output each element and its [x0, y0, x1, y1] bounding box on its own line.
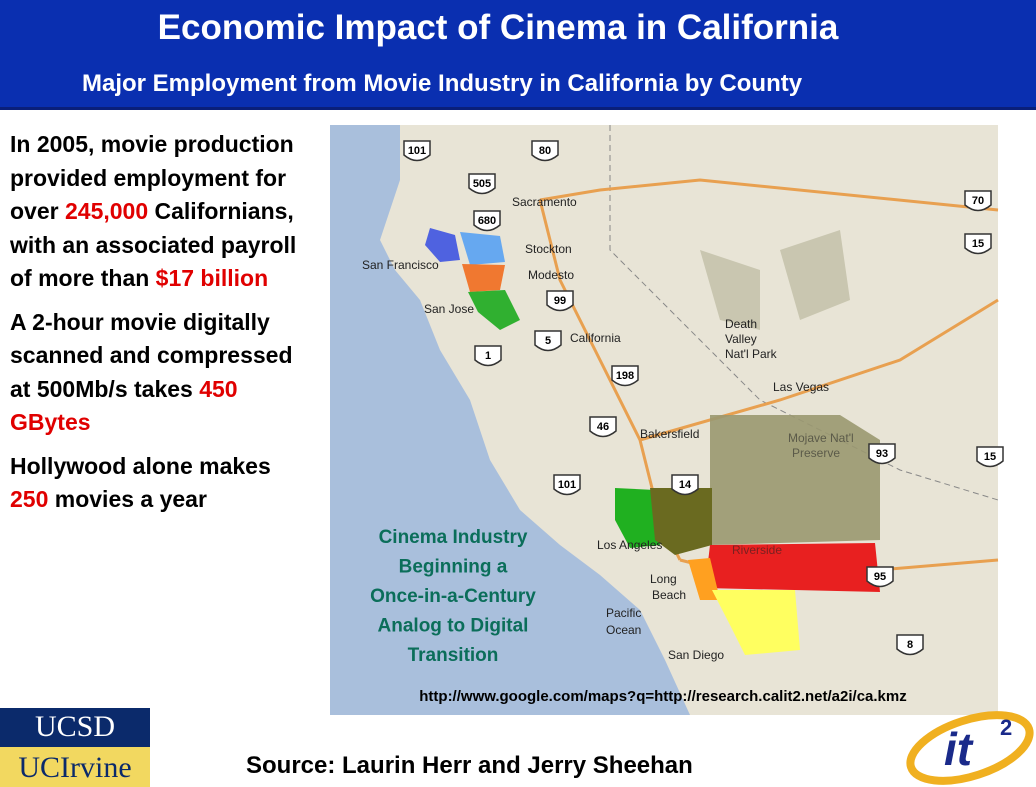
map-label: California [570, 331, 621, 345]
shield [589, 416, 617, 438]
shield-number: 14 [679, 479, 692, 491]
shield-number: 46 [597, 421, 609, 433]
shield [534, 330, 562, 352]
shield [868, 443, 896, 465]
overlay-line: Once-in-a-Century [370, 586, 536, 607]
paragraph: A 2-hour movie digitally scanned and com… [10, 306, 302, 440]
shield-number: 15 [972, 238, 984, 250]
shield [976, 446, 1004, 468]
map-label: Beach [652, 588, 686, 602]
highlight: 450 GBytes [10, 375, 238, 436]
shield-number: 680 [478, 215, 496, 227]
overlay-line: Cinema Industry [379, 527, 528, 548]
shield [964, 190, 992, 212]
it2-swoosh [906, 711, 1034, 785]
overlay-line: Analog to Digital [378, 616, 529, 637]
body-text: In 2005, movie production provided emplo… [10, 128, 302, 527]
shield [611, 365, 639, 387]
county [460, 232, 505, 265]
shield [531, 140, 559, 162]
county [468, 290, 520, 330]
uci-text: UCIrvine [18, 751, 131, 784]
map-label: Bakersfield [640, 427, 699, 441]
shield [866, 566, 894, 588]
shield-number: 1 [485, 350, 491, 362]
shield-number: 101 [408, 145, 426, 157]
map-label: Los Angeles [597, 538, 662, 552]
county [615, 488, 660, 548]
map-label: Death [725, 317, 757, 331]
shield [896, 634, 924, 656]
ucsd-text: UCSD [35, 710, 115, 743]
county [688, 558, 720, 600]
text: In 2005, movie production provided emplo… [10, 131, 294, 224]
subtitle: Major Employment from Movie Industry in … [82, 70, 803, 97]
shield-number: 93 [876, 448, 888, 460]
text: Hollywood alone makes [10, 452, 271, 479]
map-label: San Jose [424, 302, 474, 316]
shield-number: 95 [874, 571, 886, 583]
map-label: Modesto [528, 268, 574, 282]
shield-number: 101 [558, 479, 576, 491]
source: Source: Laurin Herr and Jerry Sheehan [246, 752, 693, 779]
shield [474, 345, 502, 367]
map-label: Las Vegas [773, 380, 829, 394]
shield-number: 505 [473, 178, 491, 190]
map-label: Stockton [525, 242, 572, 256]
county [705, 543, 880, 592]
it2-sup: 2 [1000, 715, 1012, 740]
paragraph: Hollywood alone makes 250 movies a year [10, 450, 302, 517]
overlay-line: Beginning a [399, 557, 508, 578]
map-label: Preserve [792, 446, 840, 460]
shield-number: 80 [539, 145, 551, 157]
terrain [700, 230, 850, 330]
shield [553, 474, 581, 496]
shield [964, 233, 992, 255]
paragraph: In 2005, movie production provided emplo… [10, 128, 302, 296]
shield [468, 173, 496, 195]
text: Californians, with an associated payroll… [10, 198, 297, 291]
header: Economic Impact of Cinema in California … [0, 0, 1036, 110]
shield [671, 474, 699, 496]
shield [473, 210, 501, 232]
uci-logo [0, 747, 150, 787]
text: A 2-hour movie digitally scanned and com… [10, 308, 293, 402]
shield-number: 15 [984, 451, 996, 463]
shield-number: 5 [545, 335, 551, 347]
highlight: 250 [10, 486, 49, 512]
title: Economic Impact of Cinema in California [157, 8, 839, 47]
map-url: http://www.google.com/maps?q=http://rese… [419, 688, 906, 705]
county [710, 415, 880, 545]
map-label: San Diego [668, 648, 724, 662]
map-label: San Francisco [362, 258, 439, 272]
shield-number: 8 [907, 639, 913, 651]
county [712, 590, 800, 655]
shield-number: 99 [554, 295, 566, 307]
highlight: 245,000 [64, 198, 149, 224]
map-label: Sacramento [512, 195, 577, 209]
shield [403, 140, 431, 162]
shield-number: 70 [972, 195, 984, 207]
ucsd-logo [0, 708, 150, 747]
map-label: Long [650, 572, 677, 586]
highlight: $17 billion [155, 265, 269, 291]
it2-text: it [944, 723, 974, 775]
county [650, 488, 712, 555]
overlay-line: Transition [408, 645, 499, 666]
map-label: Mojave Nat'l [788, 431, 854, 445]
shield [546, 290, 574, 312]
map-label: Ocean [606, 623, 641, 637]
state-border [609, 125, 999, 501]
map-label: Pacific [606, 606, 641, 620]
text: movies a year [48, 486, 207, 512]
shield-number: 198 [616, 370, 634, 382]
county [425, 228, 460, 262]
county [462, 264, 505, 292]
map-label: Nat'l Park [725, 347, 778, 361]
map-label: Riverside [732, 543, 782, 557]
map-label: Valley [725, 332, 757, 346]
